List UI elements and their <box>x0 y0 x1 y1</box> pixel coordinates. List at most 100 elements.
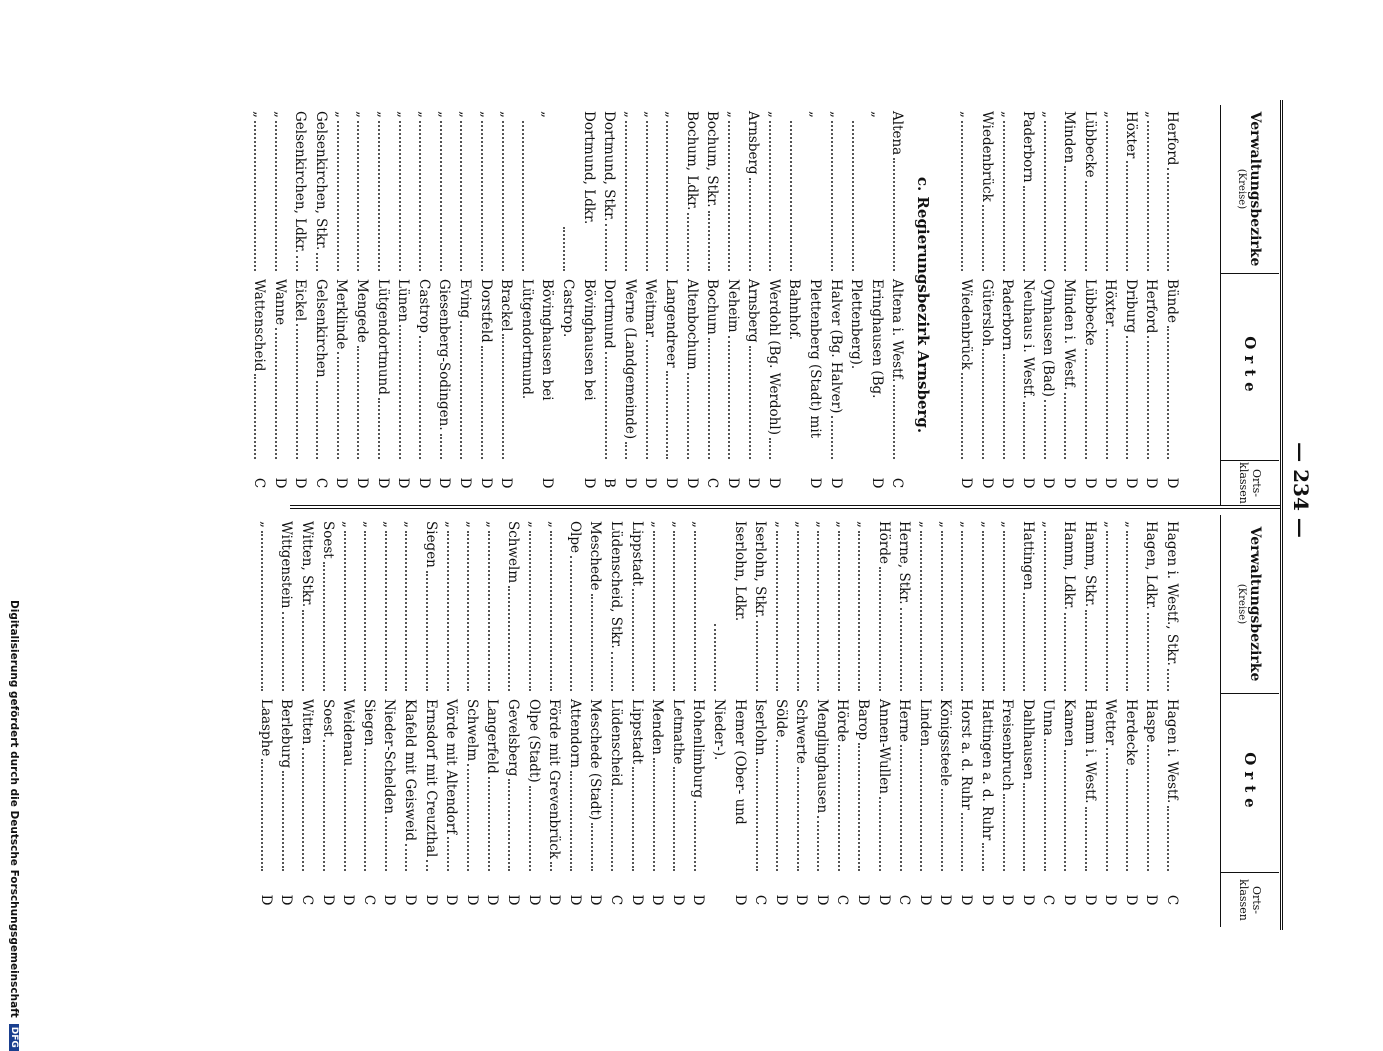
class: D <box>731 894 748 906</box>
place: Mengede <box>354 279 371 343</box>
row: „ Förde mit Grevenbrück D <box>544 515 565 927</box>
cell: Eickel <box>290 273 311 461</box>
class: D <box>628 894 645 906</box>
cell: „ <box>1038 105 1059 273</box>
cell: Haspe <box>1141 693 1162 873</box>
class: D <box>587 894 604 906</box>
header-row: Verwaltungsbezirke (Kreise) Orte Orts-klass… <box>1220 515 1279 927</box>
cell: „ <box>647 515 668 693</box>
class: D <box>649 894 666 906</box>
row: „ Menden D <box>647 515 668 927</box>
class: D <box>381 894 398 906</box>
class: D <box>525 894 542 906</box>
class: D <box>292 477 309 489</box>
district: „ <box>621 111 638 118</box>
cell: Gelsenkirchen <box>310 273 331 461</box>
cell: Schwerte <box>791 693 812 873</box>
place: Hattingen a. d. Ruhr <box>978 699 995 841</box>
district: „ <box>1143 111 1160 118</box>
district: „ <box>772 521 789 528</box>
row: „ Eringhausen (Bg. Plettenberg). D <box>846 105 887 505</box>
cell: „ <box>496 105 517 273</box>
place: Dorstfeld <box>477 279 494 343</box>
class: D <box>1081 894 1098 906</box>
place: Schwelm <box>463 699 480 762</box>
cell: „ <box>248 105 269 273</box>
place: Horst a. d. Ruhr <box>958 699 975 810</box>
header-cell: Verwaltungsbezirke (Kreise) <box>1221 515 1279 693</box>
cell: „ <box>976 515 997 693</box>
row: Minden Minden i. Westf. D <box>1058 105 1079 505</box>
row: Hagen, Ldkr. Haspe D <box>1141 515 1162 927</box>
class: D <box>257 894 274 906</box>
cell: Lippstadt <box>626 693 647 873</box>
place: Wiedenbrück <box>958 279 975 370</box>
place: Eringhausen (Bg. Plettenberg). <box>848 279 885 399</box>
row: „ Werdohl (Bg. Werdohl) D <box>763 105 784 505</box>
class: D <box>271 477 288 489</box>
cell: Iserlohn, Ldkr. <box>708 515 749 693</box>
district: Gelsenkirchen, Ldkr. <box>292 111 309 254</box>
cell: „ <box>619 105 640 273</box>
district: Paderborn <box>1019 111 1036 183</box>
cell: Herne <box>894 693 915 873</box>
district: „ <box>868 111 885 118</box>
district: „ <box>395 111 412 118</box>
place: Bövinghausen bei Lütgendortmund. <box>518 279 556 401</box>
class: D <box>1122 477 1139 489</box>
class: D <box>999 894 1016 906</box>
place: Plettenberg (Stadt) mit Bahnhof. <box>786 279 824 439</box>
row: „ Castrop D <box>413 105 434 505</box>
class: D <box>690 894 707 906</box>
cell: Minden <box>1058 105 1079 273</box>
cell: „ <box>393 105 414 273</box>
place: Lünen <box>395 279 412 323</box>
district: „ <box>525 521 542 528</box>
place: Lippstadt <box>628 699 645 765</box>
place: Wetter <box>1102 699 1119 746</box>
class: D <box>505 894 521 906</box>
district: „ <box>546 521 563 528</box>
cell: Schwelm <box>502 515 523 693</box>
row: „ Weidenau D <box>338 515 359 927</box>
row: Gelsenkirchen, Stkr. Gelsenkirchen C <box>310 105 331 505</box>
cell: „ <box>544 515 565 693</box>
cell: „ <box>379 515 400 693</box>
district: „ <box>539 111 556 118</box>
row: „ Hohenlimburg D <box>688 515 709 927</box>
row: Bochum, Stkr. Bochum C <box>702 105 723 505</box>
row: Lippstadt Lippstadt D <box>626 515 647 927</box>
cell: Klafeld mit Geisweid <box>399 693 420 873</box>
class: C <box>889 477 906 489</box>
class: D <box>580 477 597 489</box>
cell: „ <box>351 105 372 273</box>
district: „ <box>642 111 659 118</box>
section-heading: c. Regierungsbezirk Arnsberg. <box>914 176 933 434</box>
place: Altenbochum <box>683 279 700 370</box>
cell: „ <box>255 515 276 693</box>
row: Hörde Annen-Wullen D <box>873 515 894 927</box>
cell: Lüdenscheid <box>605 693 626 873</box>
place: Haspe <box>1143 699 1160 743</box>
cell: Wanne <box>269 273 290 461</box>
district: „ <box>827 111 844 118</box>
cell: „ <box>399 515 420 693</box>
cell: Arnsberg <box>743 273 764 461</box>
class: D <box>1081 477 1098 489</box>
row: Arnsberg Arnsberg D <box>743 105 764 505</box>
district: Hattingen <box>1019 521 1036 591</box>
row: „ Hattingen a. d. Ruhr D <box>976 515 997 927</box>
class: D <box>827 477 844 489</box>
class: D <box>1040 477 1057 489</box>
class: D <box>937 894 954 906</box>
cell: Hamm, Ldkr. <box>1058 515 1079 693</box>
rule <box>290 505 1280 509</box>
district: „ <box>649 521 666 528</box>
cell: „ <box>523 515 544 693</box>
class: C <box>360 894 377 906</box>
cell: „ <box>846 105 887 273</box>
row: „ Wanne D <box>269 105 290 505</box>
district: Gelsenkirchen, Stkr. <box>312 111 329 251</box>
place: Iserlohn <box>752 699 769 756</box>
district: „ <box>1102 521 1119 528</box>
